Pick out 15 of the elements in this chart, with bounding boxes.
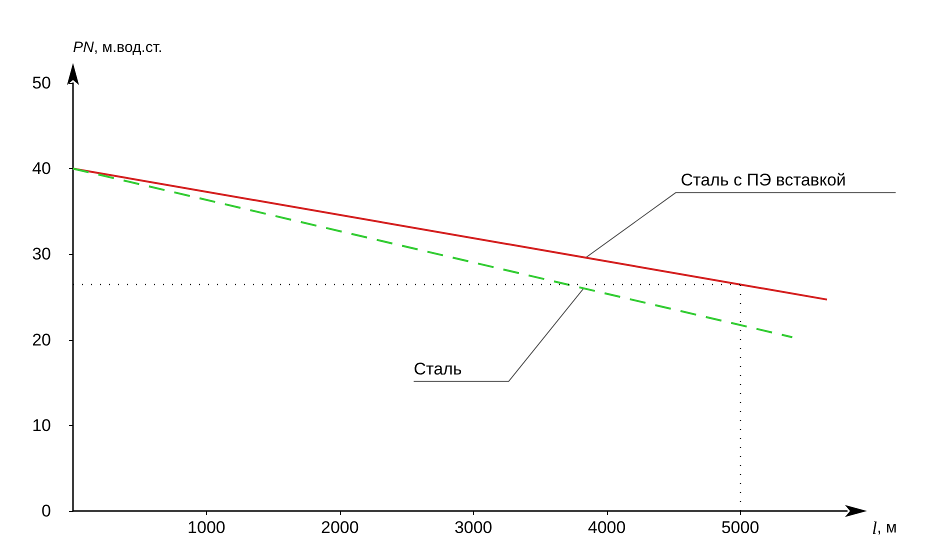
text: Сталь с ПЭ вставкой	[680, 170, 846, 190]
y-tick-label: 10	[32, 416, 51, 435]
x-tick-label: 4000	[588, 518, 626, 537]
y-tick-label: 40	[32, 159, 51, 178]
y-tick-label: 20	[32, 330, 51, 350]
x-tick-label: 2000	[320, 518, 359, 537]
text: Сталь	[414, 359, 462, 378]
y-tick-label: 30	[32, 244, 51, 264]
x-tick-label: 1000	[188, 518, 226, 537]
y-tick-label: 50	[32, 74, 51, 92]
y-tick-label: 0	[42, 502, 51, 520]
x-tick-label: 3000	[454, 518, 492, 537]
x-tick-label: 5000	[721, 518, 760, 537]
x-axis-title: l, м	[872, 518, 897, 538]
y-axis-title: PN, м.вод.ст.	[73, 39, 162, 56]
